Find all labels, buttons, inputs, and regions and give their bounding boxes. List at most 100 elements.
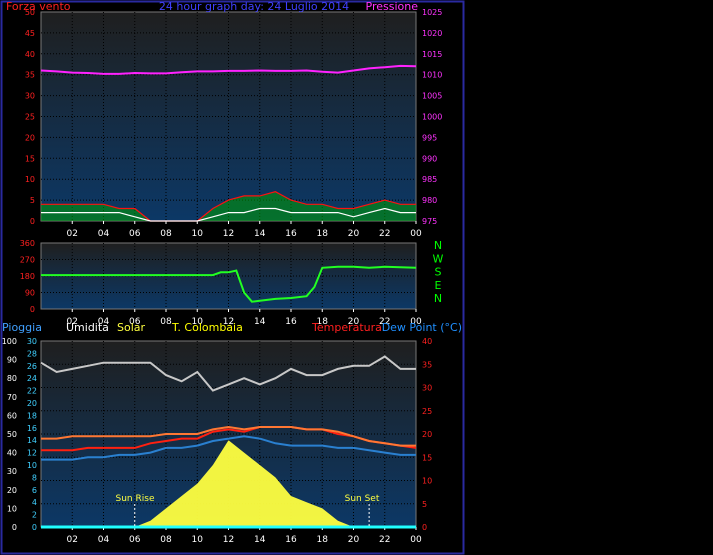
- compass-n: N: [434, 239, 442, 252]
- x-tick-label: 08: [160, 535, 172, 545]
- wind-speed-tick: 45: [25, 29, 35, 38]
- pressure-tick: 1005: [422, 92, 442, 101]
- temperature-axis: 0 5 10 15 20 25 30 35 40: [422, 337, 432, 532]
- x-tick-label: 16: [285, 317, 297, 327]
- humidity-tick: 4: [32, 498, 37, 507]
- rain-tick: 0: [12, 523, 17, 532]
- temperature-tick: 25: [422, 407, 432, 416]
- compass-w: W: [433, 252, 444, 265]
- pressure-tick: 1015: [422, 50, 442, 59]
- x-tick-label: 10: [192, 535, 204, 545]
- x-tick-label: 12: [223, 535, 234, 545]
- series-t-colombaia: [41, 425, 416, 447]
- wind-speed-label: Forza vento: [6, 0, 71, 13]
- direction-tick: 270: [20, 256, 35, 265]
- x-tick-label: 06: [129, 535, 141, 545]
- x-tick-label: 22: [379, 317, 390, 327]
- x-tick-label: 14: [254, 535, 266, 545]
- humidity-tick: 0: [32, 523, 37, 532]
- rain-tick: 100: [2, 337, 17, 346]
- legend-solar: Solar: [117, 321, 146, 334]
- pressure-tick: 1020: [422, 29, 442, 38]
- x-tick-label: 02: [67, 317, 78, 327]
- humidity-tick: 26: [27, 362, 37, 371]
- x-tick-label: 04: [98, 535, 110, 545]
- legend-temperatura: Temperatura: [311, 321, 382, 334]
- wind-speed-tick: 40: [25, 50, 35, 59]
- x-tick-label: 18: [317, 229, 329, 239]
- wind-speed-tick: 20: [25, 133, 35, 142]
- wind-direction-axis: 0 90 180 270 360: [20, 239, 35, 314]
- x-tick-label: 02: [67, 229, 78, 239]
- temperature-tick: 30: [422, 384, 432, 393]
- humidity-tick: 20: [27, 399, 37, 408]
- x-tick-label: 22: [379, 229, 390, 239]
- wind-speed-tick: 25: [25, 113, 35, 122]
- series-solar: [41, 440, 416, 527]
- x-tick-label: 12: [223, 317, 234, 327]
- direction-tick: 0: [30, 305, 35, 314]
- x-tick-label: 14: [254, 229, 266, 239]
- x-tick-label: 20: [348, 229, 360, 239]
- wind-pressure-grid: [41, 12, 416, 221]
- wind-direction-series: [41, 265, 417, 303]
- rain-tick: 50: [7, 430, 17, 439]
- pressure-tick: 995: [422, 133, 437, 142]
- wind-direction-grid: 02 04 06 08 10 12 14 16 18 20 22 00: [41, 243, 422, 327]
- wind-speed-tick: 5: [30, 196, 35, 205]
- humidity-tick: 24: [27, 374, 37, 383]
- rain-axis: 0 10 20 30 40 50 60 70 80 90 100: [2, 337, 17, 532]
- pressure-tick: 1025: [422, 8, 442, 17]
- compass-s: S: [435, 266, 442, 279]
- rain-tick: 70: [7, 393, 17, 402]
- chart-title: 24 hour graph day: 24 Luglio 2014: [159, 0, 349, 13]
- x-tick-label: 16: [285, 535, 297, 545]
- humidity-tick: 2: [32, 511, 37, 520]
- wind-speed-tick: 30: [25, 92, 35, 101]
- wind-speed-tick: 15: [25, 154, 35, 163]
- temperature-tick: 20: [422, 430, 432, 439]
- direction-tick: 360: [20, 239, 35, 248]
- pressure-label: Pressione: [366, 0, 419, 13]
- sun-rise-label: Sun Rise: [116, 494, 155, 504]
- x-tick-label: 18: [317, 317, 329, 327]
- wind-speed-tick: 50: [25, 8, 35, 17]
- rain-tick: 20: [7, 486, 17, 495]
- x-tick-label: 00: [410, 535, 422, 545]
- x-tick-label: 22: [379, 535, 390, 545]
- x-tick-label: 20: [348, 317, 360, 327]
- series-forza-vento: [41, 191, 416, 222]
- wind-pressure-x-axis: 02 04 06 08 10 12 14 16 18 20 22 00: [67, 221, 422, 239]
- x-tick-label: 04: [98, 229, 110, 239]
- humidity-tick: 22: [27, 387, 37, 396]
- x-tick-label: 10: [192, 229, 204, 239]
- humidity-tick: 18: [27, 411, 37, 420]
- rain-tick: 60: [7, 411, 17, 420]
- series-direction: [41, 265, 417, 303]
- wind-area: [41, 191, 416, 221]
- legend-umidita: Umidita: [66, 321, 109, 334]
- x-tick-label: 06: [129, 317, 141, 327]
- humidity-tick: 28: [27, 349, 37, 358]
- direction-tick: 90: [25, 289, 35, 298]
- temperature-tick: 15: [422, 453, 432, 462]
- temperature-tick: 5: [422, 500, 427, 509]
- rain-tick: 40: [7, 449, 17, 458]
- legend-pioggia: Pioggia: [2, 321, 42, 334]
- humidity-tick: 10: [27, 461, 37, 470]
- direction-tick: 180: [20, 272, 35, 281]
- pressure-tick: 985: [422, 175, 437, 184]
- x-tick-label: 14: [254, 317, 266, 327]
- wind-speed-tick: 35: [25, 71, 35, 80]
- temperature-tick: 40: [422, 337, 432, 346]
- x-tick-label: 20: [348, 535, 360, 545]
- humidity-tick: 30: [27, 337, 37, 346]
- pressure-tick: 1000: [422, 113, 442, 122]
- x-tick-label: 06: [129, 229, 141, 239]
- x-tick-label: 12: [223, 229, 234, 239]
